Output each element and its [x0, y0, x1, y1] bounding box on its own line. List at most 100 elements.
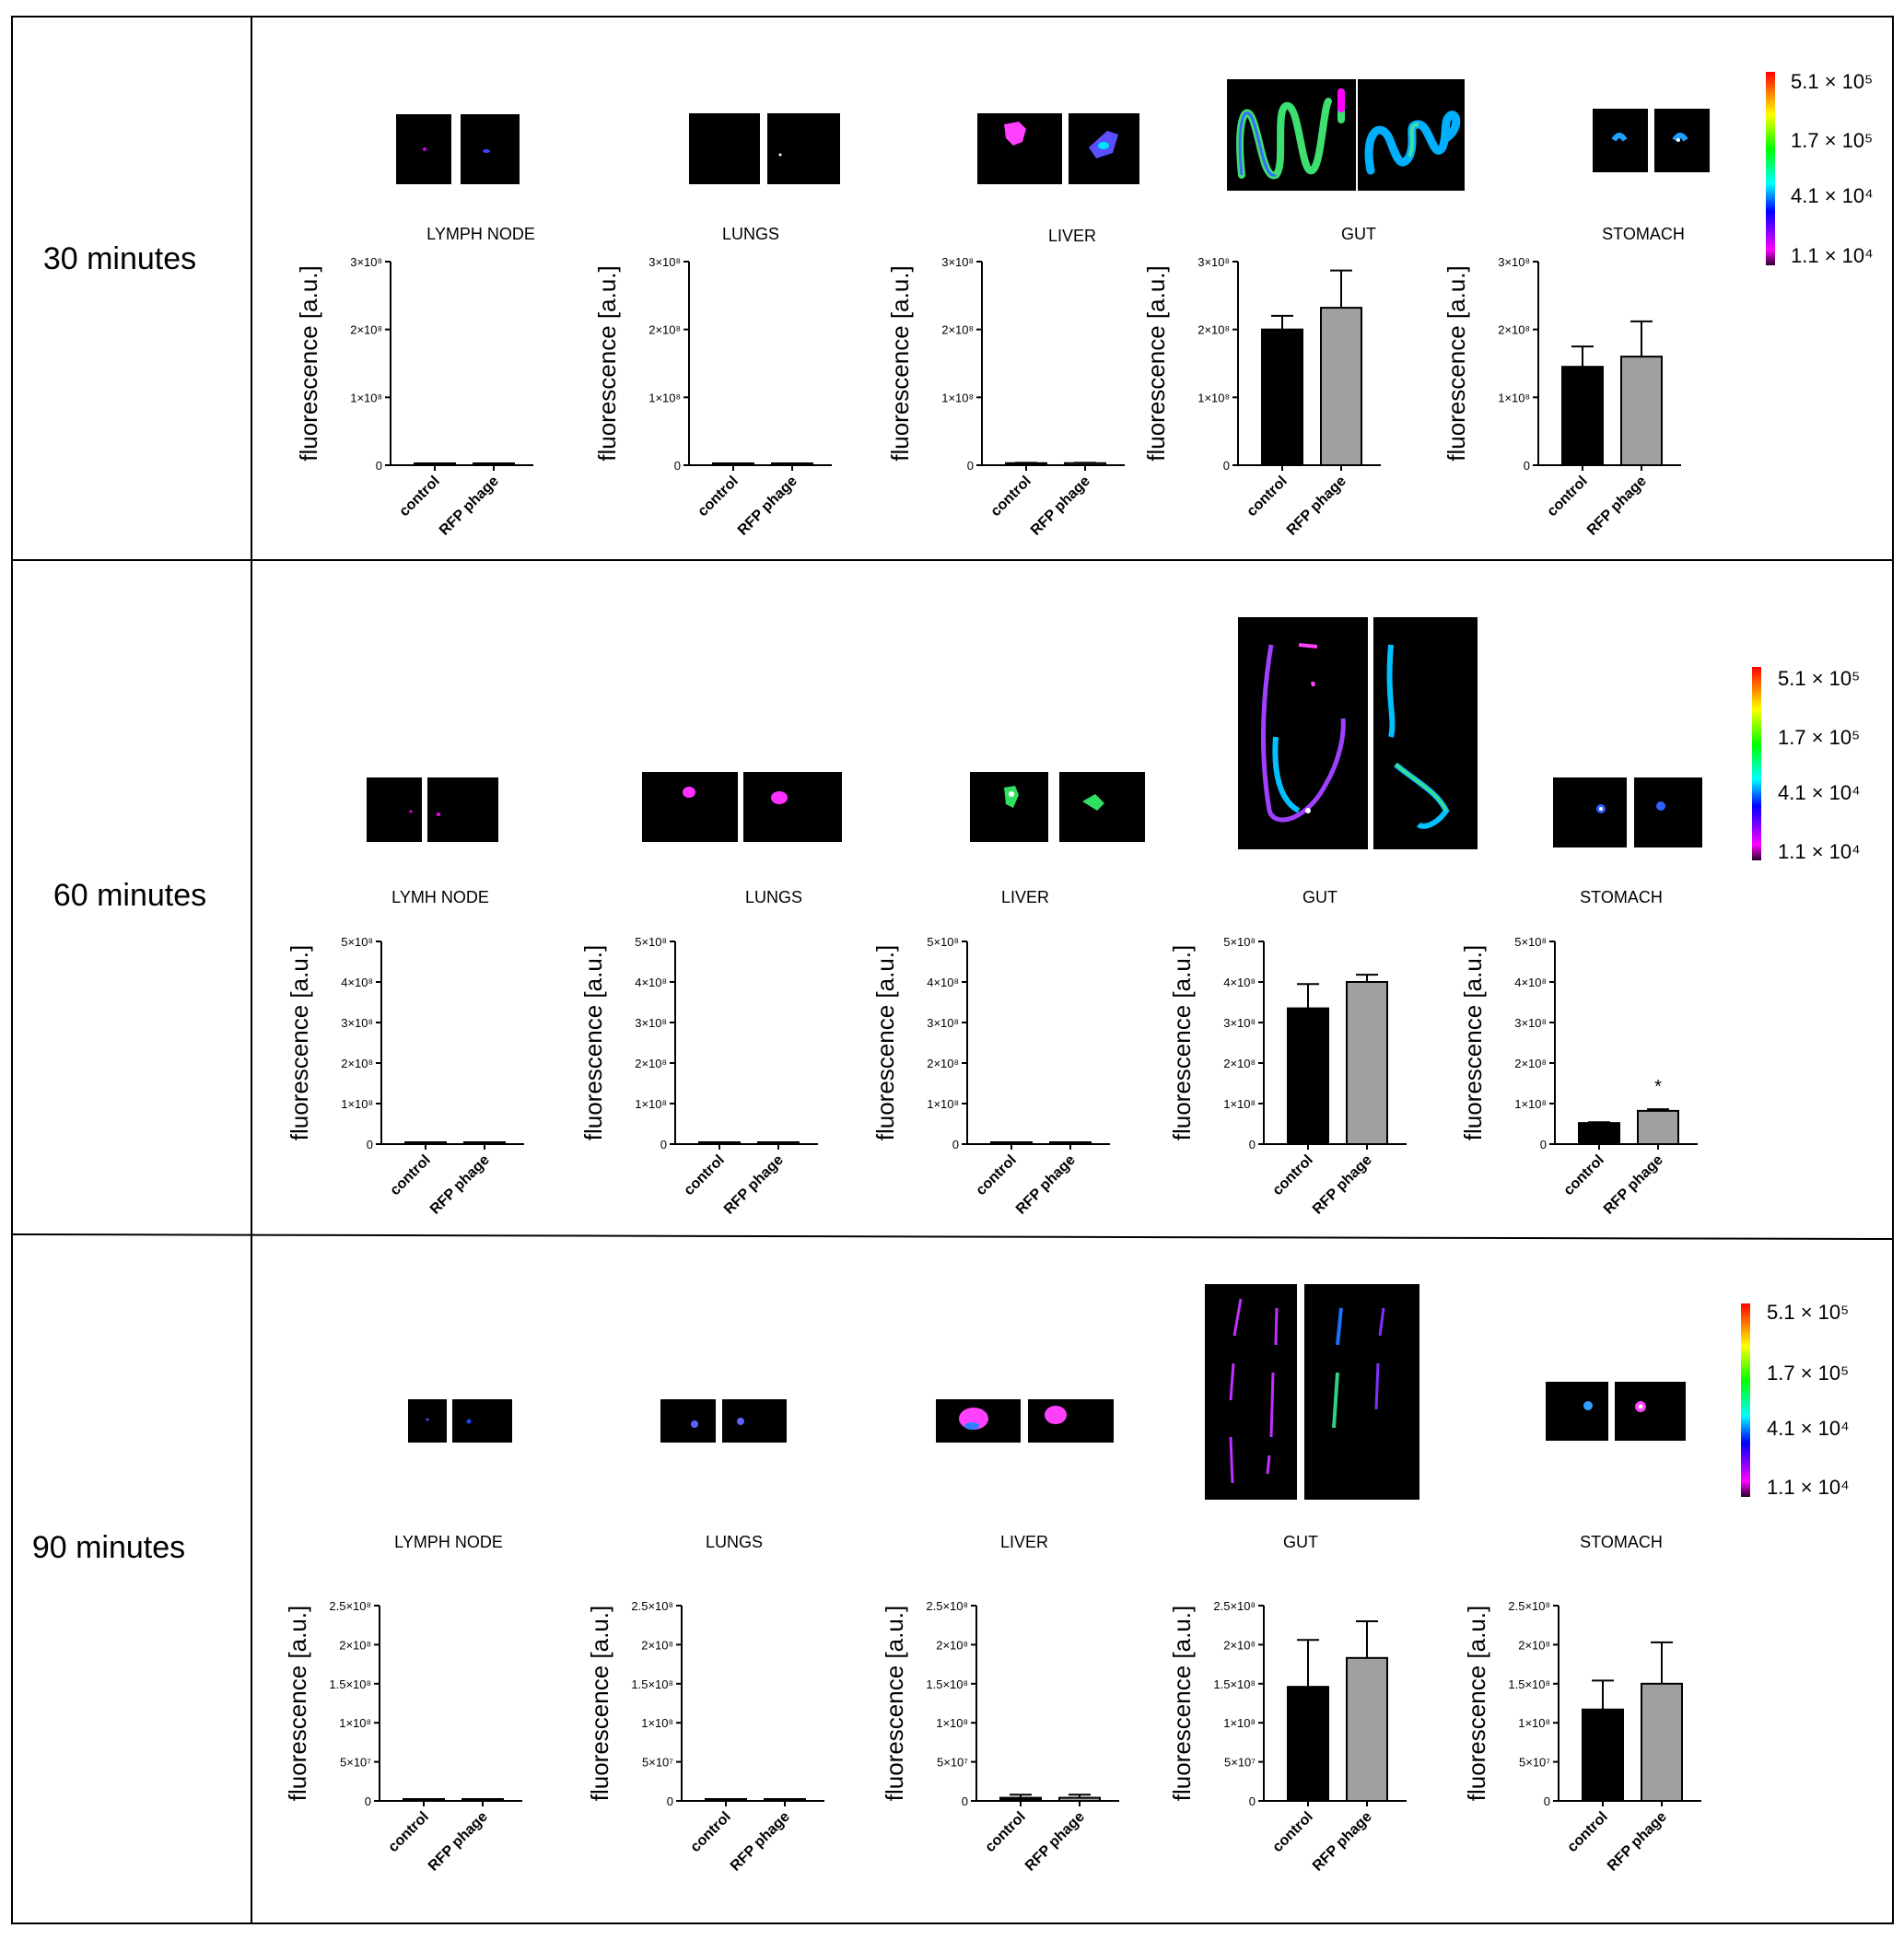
significance-star: *: [1654, 1077, 1662, 1097]
image-pair-gut-90: [1205, 1284, 1419, 1500]
image-pair-stomach-60: [1553, 777, 1702, 847]
chart-9: STOMACH fluorescence [a.u.] 0 1×10⁸ 2×10⁸ 3×1…: [1459, 888, 1698, 1218]
y-tick-label: 3×10⁸: [350, 255, 382, 269]
colorbar-label-min: 1.1 × 10⁴: [1778, 840, 1861, 863]
image-pair-gut-30: [1227, 79, 1465, 191]
y-tick-label: 2×10⁸: [936, 1638, 968, 1652]
bar-control: [712, 462, 754, 466]
y-tick-label: 1×10⁸: [350, 391, 382, 404]
y-tick-label: 3×10⁸: [1498, 255, 1530, 269]
bar-rfp-phage: [1320, 307, 1362, 466]
y-tick-label: 1.5×10⁸: [1508, 1677, 1550, 1691]
row-label-60: 60 minutes: [53, 878, 206, 913]
bar-charts: LYMPH NODE fluorescence [a.u.] 0 1×10⁸ 2×10⁸…: [284, 225, 1701, 1875]
y-tick-label: 2×10⁸: [648, 323, 681, 337]
y-tick-label: 2×10⁸: [635, 1057, 667, 1070]
y-tick-label: 1×10⁸: [1223, 1097, 1256, 1111]
x-tick-label: control: [687, 1809, 733, 1855]
y-tick-label: 0: [660, 1138, 667, 1151]
colorbar-label-3: 4.1 × 10⁴: [1767, 1417, 1850, 1440]
chart-2: LIVER fluorescence [a.u.] 0 1×10⁸ 2×10⁸ 3×10⁸…: [886, 227, 1125, 539]
bar-rfp-phage: [1620, 356, 1663, 466]
chart-13: GUT fluorescence [a.u.] 0 5×10⁷ 1×10⁸ 1.5×10⁸…: [1168, 1533, 1407, 1875]
bar-control: [1287, 1686, 1329, 1803]
y-tick-label: 4×10⁸: [341, 976, 373, 989]
chart-4: STOMACH fluorescence [a.u.] 0 1×10⁸ 2×10⁸ 3×1…: [1443, 225, 1685, 539]
y-tick-label: 1.5×10⁸: [1213, 1677, 1256, 1691]
y-tick-label: 1×10⁸: [1223, 1716, 1256, 1730]
y-tick-label: 3×10⁸: [341, 1016, 373, 1030]
x-tick-label: control: [973, 1152, 1019, 1198]
y-tick-label: 2×10⁸: [1223, 1057, 1256, 1070]
x-tick-label: control: [695, 473, 741, 520]
y-tick-label: 3×10⁸: [1197, 255, 1230, 269]
y-tick-label: 1×10⁸: [941, 391, 974, 404]
bar-control: [1578, 1122, 1620, 1145]
y-tick-label: 5×10⁸: [1514, 935, 1547, 949]
y-tick-label: 0: [1223, 459, 1230, 473]
y-tick-label: 4×10⁸: [1514, 976, 1547, 989]
y-tick-label: 5×10⁷: [937, 1756, 968, 1770]
y-tick-label: 0: [1544, 1794, 1550, 1808]
chart-title: LYMPH NODE: [426, 225, 535, 243]
colorbar-90: 5.1 × 10⁵ 1.7 × 10⁵ 4.1 × 10⁴ 1.1 × 10⁴: [1741, 1301, 1850, 1499]
y-tick-label: 4×10⁸: [1223, 976, 1256, 989]
image-pair-stomach-90: [1546, 1382, 1686, 1441]
y-tick-label: 1×10⁸: [1518, 1716, 1550, 1730]
image-pair-liver-60: [970, 772, 1145, 842]
x-tick-label: control: [396, 473, 442, 520]
chart-12: LIVER fluorescence [a.u.] 0 5×10⁷ 1×10⁸ 1.5×1…: [881, 1533, 1119, 1875]
chart-title: GUT: [1302, 888, 1337, 906]
y-tick-label: 3×10⁸: [941, 255, 974, 269]
image-pair-liver-90: [936, 1399, 1114, 1443]
bar-rfp-phage: [1641, 1682, 1683, 1803]
image-pair-gut-60: [1238, 617, 1478, 849]
y-tick-label: 0: [674, 459, 681, 473]
y-tick-label: 1×10⁸: [1498, 391, 1530, 404]
y-tick-label: 5×10⁸: [635, 935, 667, 949]
image-pair-liver-30: [977, 113, 1139, 184]
row-divider-2: [11, 1233, 1894, 1240]
chart-title: GUT: [1341, 225, 1376, 243]
x-tick-label: RFP phage: [1284, 473, 1349, 539]
x-tick-label: control: [1560, 1152, 1606, 1198]
bar-control: [1561, 366, 1604, 466]
y-tick-label: 5×10⁸: [927, 935, 959, 949]
bar-rfp-phage: [473, 462, 515, 466]
bar-rfp-phage: [1346, 981, 1388, 1145]
y-tick-label: 0: [1524, 459, 1530, 473]
y-tick-label: 5×10⁷: [1224, 1756, 1256, 1770]
y-tick-label: 5×10⁷: [340, 1756, 371, 1770]
x-tick-label: RFP phage: [426, 1809, 491, 1875]
colorbar-label-min: 1.1 × 10⁴: [1767, 1476, 1850, 1499]
colorbar-label-2: 1.7 × 10⁵: [1791, 129, 1873, 152]
chart-title: LUNGS: [745, 888, 802, 906]
organ-images: [367, 79, 1710, 1500]
image-pair-lungs-30: [689, 113, 840, 184]
chart-title: STOMACH: [1580, 1533, 1663, 1551]
x-tick-label: RFP phage: [437, 473, 502, 539]
colorbar-label-2: 1.7 × 10⁵: [1767, 1362, 1849, 1385]
chart-title: LYMH NODE: [391, 888, 489, 906]
y-tick-label: 0: [365, 1794, 371, 1808]
y-tick-label: 2×10⁸: [339, 1638, 371, 1652]
colorbar-gradient: [1766, 72, 1775, 265]
y-axis-label: fluorescence [a.u.]: [1459, 945, 1487, 1140]
bar-control: [698, 1141, 741, 1145]
colorbar-label-3: 4.1 × 10⁴: [1791, 184, 1874, 207]
chart-title: STOMACH: [1580, 888, 1663, 906]
y-tick-label: 4×10⁸: [927, 976, 959, 989]
x-tick-label: RFP phage: [1601, 1152, 1666, 1218]
x-tick-label: control: [1544, 473, 1590, 520]
y-tick-label: 2×10⁸: [641, 1638, 673, 1652]
x-tick-label: control: [681, 1152, 727, 1198]
y-tick-label: 0: [1249, 1794, 1256, 1808]
chart-title: STOMACH: [1602, 225, 1685, 243]
x-tick-label: RFP phage: [728, 1809, 793, 1875]
image-pair-lymph-node-30: [396, 114, 520, 184]
x-tick-label: RFP phage: [1605, 1809, 1670, 1875]
y-tick-label: 5×10⁷: [1519, 1756, 1550, 1770]
bar-rfp-phage: [1058, 1796, 1101, 1803]
bar-control: [1287, 1007, 1329, 1145]
y-tick-label: 1×10⁸: [1514, 1097, 1547, 1111]
